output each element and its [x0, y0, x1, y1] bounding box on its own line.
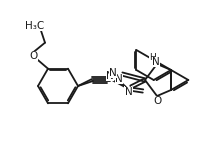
Text: H: H: [149, 52, 155, 61]
Text: N: N: [124, 86, 132, 96]
Text: N: N: [106, 71, 114, 81]
Text: N: N: [152, 57, 160, 67]
Text: H₃C: H₃C: [25, 21, 45, 31]
Text: N: N: [125, 87, 133, 97]
Text: O: O: [30, 51, 38, 61]
Text: O: O: [154, 96, 162, 106]
Text: N: N: [115, 74, 123, 84]
Text: N: N: [109, 68, 117, 78]
